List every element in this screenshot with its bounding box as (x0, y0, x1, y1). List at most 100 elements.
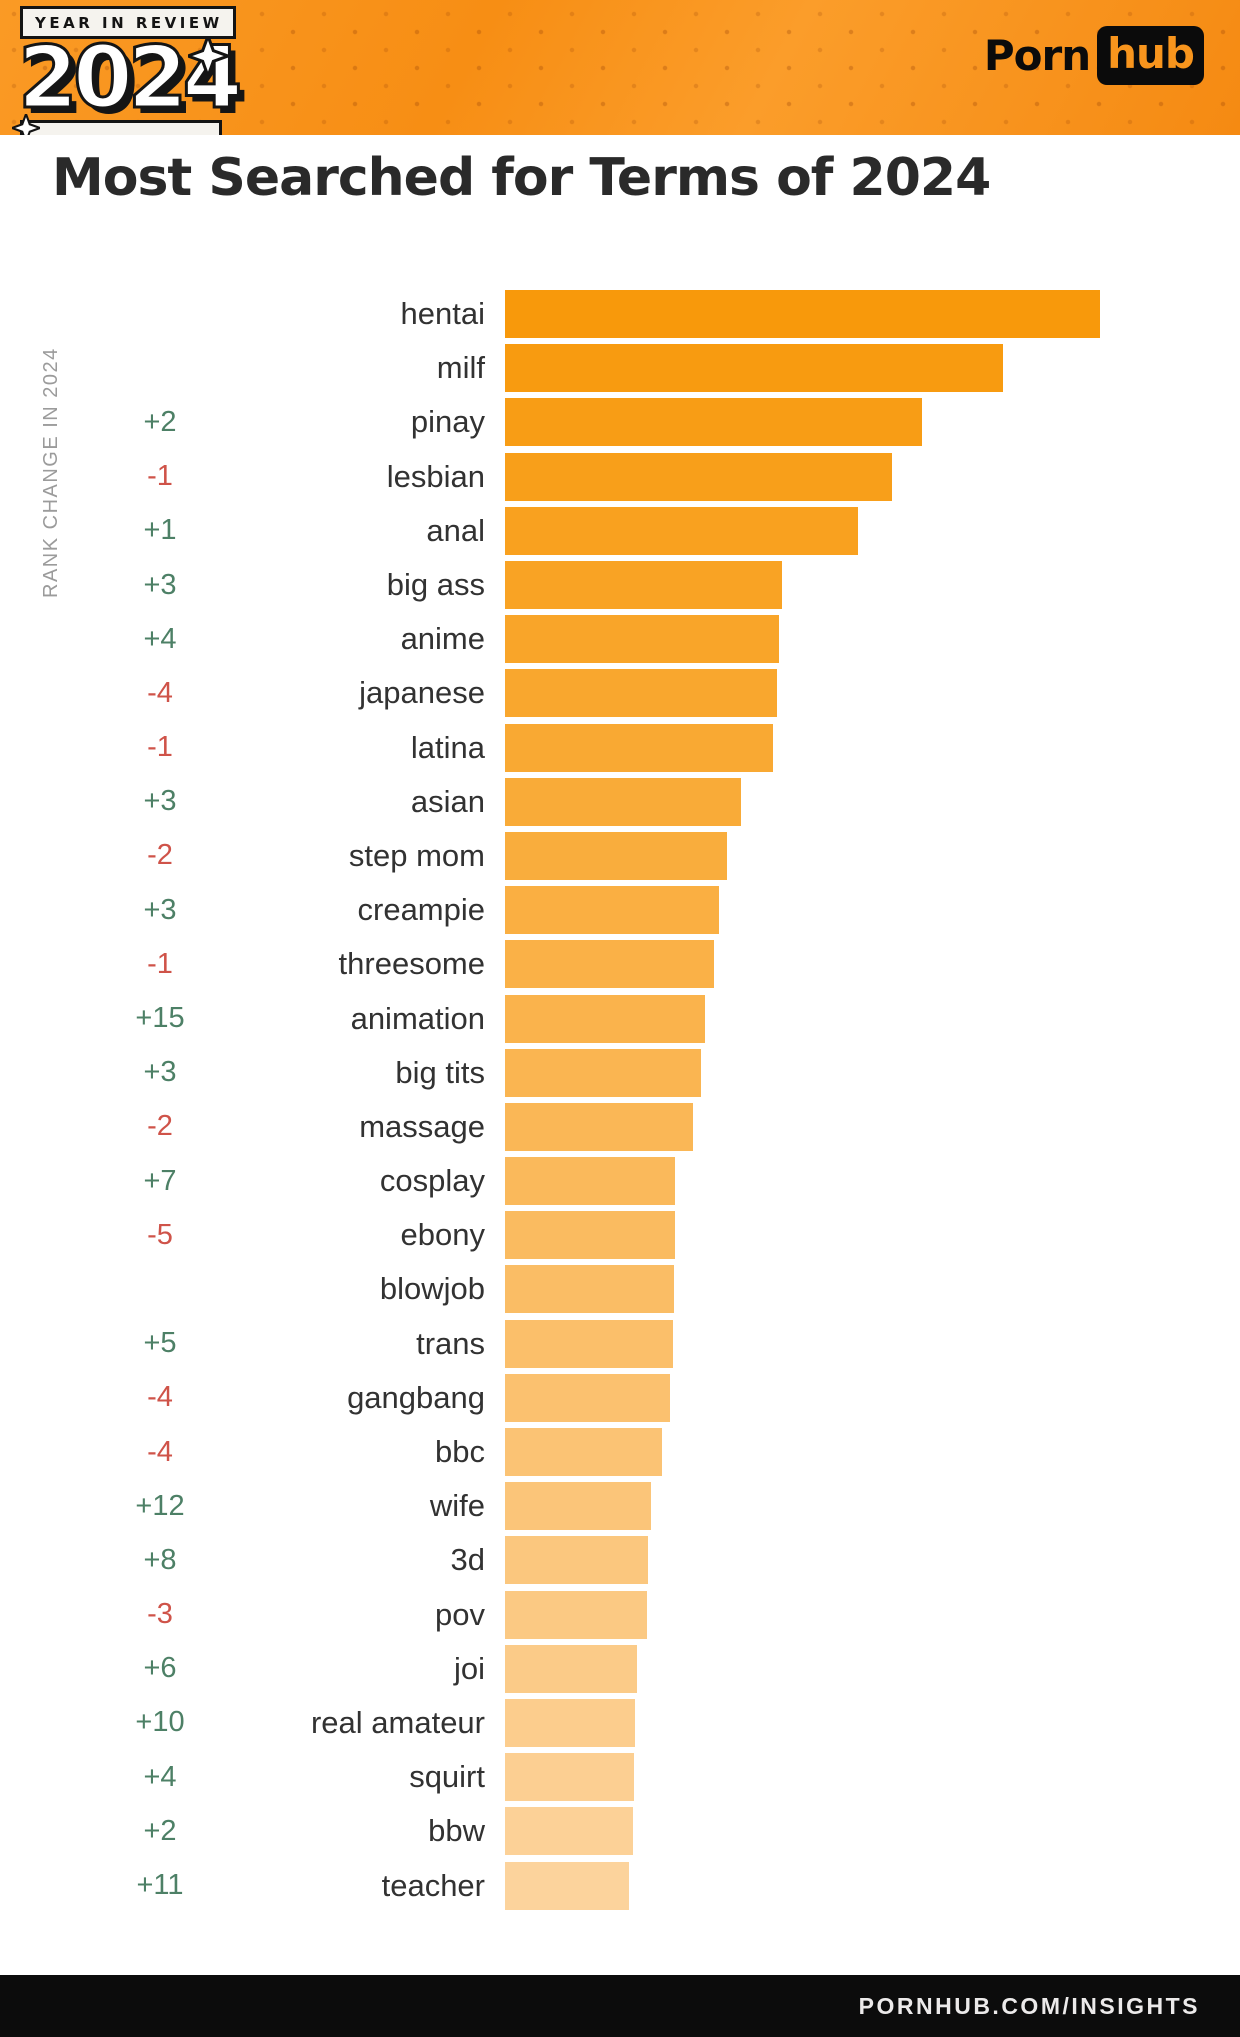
term-label: big tits (395, 1054, 485, 1090)
chart-row: +5 trans (0, 1317, 1240, 1371)
rank-change-value: +3 (143, 785, 177, 818)
chart-row: +12 wife (0, 1479, 1240, 1533)
rank-change-value: -4 (147, 676, 173, 709)
term-bar (505, 886, 720, 935)
page-title: Most Searched for Terms of 2024 (52, 148, 991, 208)
term-bar (505, 1590, 648, 1639)
term-label: pinay (410, 404, 485, 440)
term-label: bbw (428, 1813, 485, 1849)
chart-row: +4 anime (0, 612, 1240, 666)
chart-row: +2 bbw (0, 1804, 1240, 1858)
year-in-review-badge: YEAR IN REVIEW 2024 (12, 6, 250, 135)
term-label: creampie (357, 892, 486, 928)
term-label: trans (416, 1325, 485, 1361)
term-label: anime (400, 621, 485, 657)
term-bar (505, 831, 727, 880)
term-label: threesome (338, 946, 485, 982)
rank-change-value: +10 (135, 1706, 185, 1739)
chart-row: blowjob (0, 1262, 1240, 1316)
chart-row: -4 gangbang (0, 1371, 1240, 1425)
term-bar (505, 1265, 674, 1314)
term-label: milf (436, 350, 485, 386)
rank-change-value: -3 (147, 1598, 173, 1631)
term-label: gangbang (347, 1379, 485, 1415)
term-label: bbc (435, 1434, 485, 1470)
chart-row: +3 creampie (0, 883, 1240, 937)
chart-row: -3 pov (0, 1588, 1240, 1642)
term-bar (505, 1753, 635, 1802)
term-label: anal (426, 512, 485, 548)
chart-row: -1 threesome (0, 937, 1240, 991)
chart-row: +3 big ass (0, 558, 1240, 612)
rank-change-value: +2 (143, 405, 177, 438)
chart-row: -1 latina (0, 721, 1240, 775)
term-label: squirt (409, 1759, 485, 1795)
term-bar (505, 1102, 694, 1151)
sparkle-star-icon (12, 114, 40, 135)
rank-change-value: +3 (143, 1056, 177, 1089)
term-label: ebony (400, 1217, 485, 1253)
chart-row: -4 bbc (0, 1425, 1240, 1479)
term-label: lesbian (386, 458, 485, 494)
chart-row: +7 cosplay (0, 1154, 1240, 1208)
chart-row: +3 asian (0, 775, 1240, 829)
rank-change-value: -2 (147, 839, 173, 872)
term-bar (505, 398, 923, 447)
rank-change-value: +4 (143, 622, 177, 655)
term-label: big ass (386, 567, 485, 603)
term-bar (505, 344, 1003, 393)
chart-row: -2 massage (0, 1100, 1240, 1154)
chart-row: milf (0, 341, 1240, 395)
term-bar (505, 777, 742, 826)
term-bar (505, 1536, 648, 1585)
chart-row: -5 ebony (0, 1208, 1240, 1262)
rank-change-value: +11 (136, 1869, 184, 1902)
term-label: teacher (381, 1867, 485, 1903)
term-label: japanese (359, 675, 485, 711)
term-bar (505, 452, 892, 501)
term-bar (505, 669, 777, 718)
rank-change-value: -4 (147, 1381, 173, 1414)
chart-row: +4 squirt (0, 1750, 1240, 1804)
rank-change-value: +8 (143, 1543, 177, 1576)
term-label: cosplay (379, 1163, 485, 1199)
term-bar (505, 940, 714, 989)
term-label: joi (453, 1650, 485, 1686)
term-label: blowjob (379, 1271, 485, 1307)
term-label: wife (429, 1488, 485, 1524)
rank-change-value: +15 (135, 1002, 185, 1035)
chart-row: +8 3d (0, 1533, 1240, 1587)
term-bar (505, 561, 783, 610)
term-label: animation (350, 1000, 485, 1036)
rank-change-value: +4 (143, 1760, 177, 1793)
rank-change-value: +1 (143, 514, 177, 547)
term-label: step mom (348, 837, 485, 873)
term-bar (505, 615, 780, 664)
term-bar (505, 1698, 635, 1747)
term-bar (505, 1211, 675, 1260)
pornhub-logo: Porn hub (984, 26, 1204, 85)
term-label: real amateur (310, 1704, 485, 1740)
chart-row: +6 joi (0, 1642, 1240, 1696)
term-bar (505, 1319, 673, 1368)
term-bar (505, 506, 858, 555)
term-label: pov (435, 1596, 485, 1632)
rank-change-value: -4 (147, 1435, 173, 1468)
rank-change-value: +3 (143, 893, 177, 926)
pornhub-logo-porn: Porn (983, 31, 1091, 80)
rank-change-value: +6 (143, 1652, 177, 1685)
rank-change-value: +7 (143, 1164, 177, 1197)
rank-change-value: -1 (147, 947, 173, 980)
term-bar (505, 290, 1100, 339)
rank-change-value: +3 (143, 568, 177, 601)
term-label: asian (410, 783, 485, 819)
term-bar (505, 1048, 701, 1097)
chart-row: +10 real amateur (0, 1696, 1240, 1750)
chart-row: +2 pinay (0, 395, 1240, 449)
term-bar (505, 1861, 629, 1910)
year-in-review-label: YEAR IN REVIEW (20, 6, 236, 39)
term-bar (505, 1644, 638, 1693)
term-label: hentai (400, 296, 485, 332)
chart-row: -4 japanese (0, 666, 1240, 720)
